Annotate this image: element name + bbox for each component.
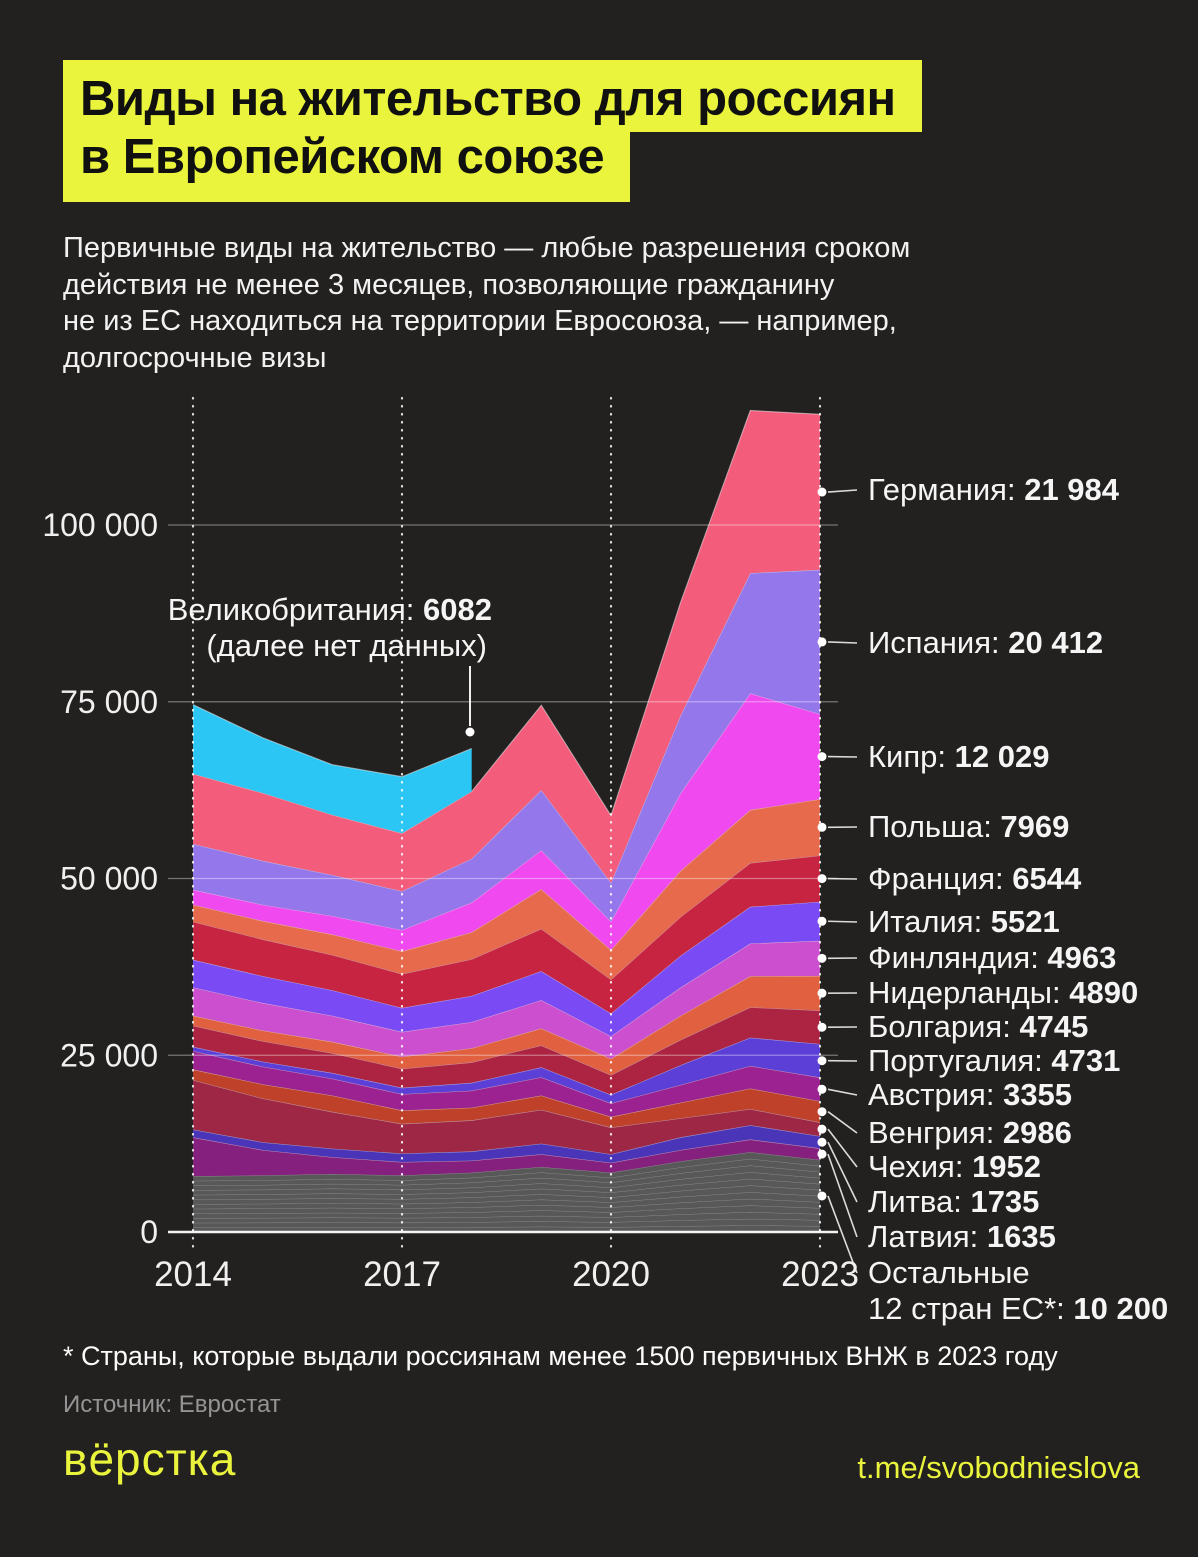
label-Остальные 12 стран ЕС*: Остальные (868, 1255, 1030, 1290)
label-Германия: Германия: 21 984 (868, 472, 1120, 507)
label-Финляндия: Финляндия: 4963 (868, 940, 1116, 975)
footnote: * Страны, которые выдали россиянам менее… (63, 1341, 1058, 1371)
label-Латвия: Латвия: 1635 (868, 1219, 1056, 1254)
source-credit: Источник: Евростат (63, 1391, 281, 1418)
label-Чехия: Чехия: 1952 (868, 1149, 1041, 1184)
y-tick-label: 75 000 (60, 684, 158, 720)
telegram-link[interactable]: t.me/svobodnieslova (857, 1450, 1140, 1485)
label-Остальные 12 стран ЕС*-2: 12 стран ЕС*: 10 200 (868, 1291, 1168, 1326)
label-Кипр: Кипр: 12 029 (868, 739, 1049, 774)
y-tick-label: 50 000 (60, 861, 158, 897)
uk-annotation-line2: (далее нет данных) (206, 628, 487, 663)
label-Испания: Испания: 20 412 (868, 625, 1103, 660)
label-Франция: Франция: 6544 (868, 861, 1082, 896)
label-Нидерланды: Нидерланды: 4890 (868, 975, 1138, 1010)
label-Польша: Польша: 7969 (868, 809, 1069, 844)
title-line-1: Виды на жительство для россиян (63, 60, 922, 132)
x-tick-label: 2014 (154, 1255, 232, 1294)
chart-description: Первичные виды на жительство — любые раз… (63, 232, 911, 374)
x-tick-label: 2017 (363, 1255, 441, 1294)
uk-annotation: Великобритания: 6082(далее нет данных) (168, 592, 492, 737)
band-Испания (192, 569, 821, 931)
label-Австрия: Австрия: 3355 (868, 1077, 1072, 1112)
x-tick-label: 2023 (781, 1255, 859, 1294)
verstka-logo: вёрстка (63, 1433, 237, 1485)
label-Португалия: Португалия: 4731 (868, 1043, 1120, 1078)
gridlines: 0 25 000 50 000 75 000 100 000 2014 2017 2020 20… (42, 396, 859, 1294)
label-Венгрия: Венгрия: 2986 (868, 1115, 1072, 1150)
label-Италия: Италия: 5521 (868, 904, 1060, 939)
label-Болгария: Болгария: 4745 (868, 1009, 1088, 1044)
page-title: Виды на жительство для россиян в Европей… (63, 60, 922, 202)
title-line-2: в Европейском союзе (63, 131, 631, 202)
x-tick-label: 2020 (572, 1255, 650, 1294)
band-uk (192, 704, 472, 834)
y-tick-label: 100 000 (42, 507, 158, 543)
label-Литва: Литва: 1735 (868, 1184, 1039, 1219)
country-labels: Германия: 21 984 Испания: 20 412 Кипр: 12 … (817, 472, 1168, 1326)
y-tick-label: 25 000 (60, 1037, 158, 1073)
area-bands (192, 409, 821, 1232)
uk-annotation-line1: Великобритания: 6082 (168, 592, 492, 627)
y-tick-label: 0 (140, 1214, 158, 1250)
